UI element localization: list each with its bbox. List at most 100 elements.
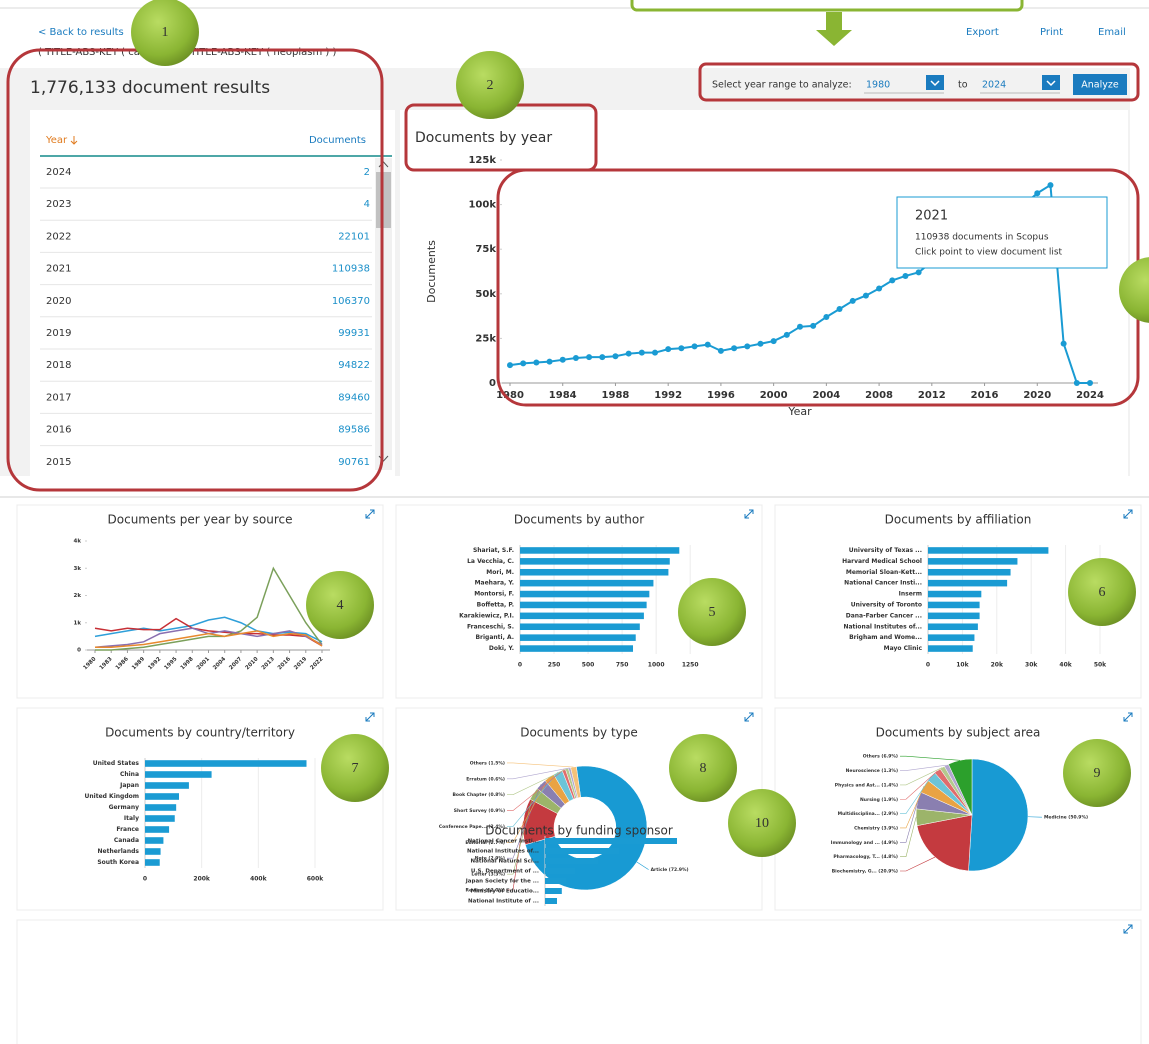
row-documents[interactable]: 89460 <box>338 392 370 403</box>
point[interactable] <box>797 323 803 330</box>
year-header[interactable]: Year <box>45 135 68 146</box>
bar[interactable] <box>928 623 978 631</box>
point[interactable] <box>876 285 883 292</box>
point[interactable] <box>823 313 830 320</box>
row-documents[interactable]: 89586 <box>338 425 370 436</box>
point[interactable] <box>572 355 579 362</box>
bar[interactable] <box>145 837 164 844</box>
bar[interactable] <box>520 601 647 609</box>
point[interactable] <box>810 322 817 329</box>
point[interactable] <box>533 359 540 366</box>
point[interactable] <box>586 354 593 361</box>
bar[interactable] <box>520 558 670 565</box>
point[interactable] <box>1034 190 1041 197</box>
bar[interactable] <box>928 645 973 652</box>
bar[interactable] <box>145 760 307 767</box>
point[interactable] <box>625 350 632 357</box>
row-documents[interactable]: 106370 <box>332 296 370 307</box>
back-link[interactable]: < Back to results <box>38 27 124 38</box>
bar[interactable] <box>520 623 640 631</box>
point[interactable] <box>678 345 685 352</box>
year-from[interactable]: 1980 <box>866 80 890 91</box>
bar[interactable] <box>145 793 179 800</box>
point[interactable] <box>652 349 658 356</box>
row-documents[interactable]: 110938 <box>332 264 370 275</box>
point[interactable] <box>889 277 896 284</box>
expand-icon[interactable] <box>1123 924 1133 934</box>
point[interactable] <box>836 305 843 312</box>
row-documents[interactable]: 22101 <box>338 231 370 242</box>
to-dropdown[interactable] <box>1042 75 1060 90</box>
row-documents[interactable]: 4 <box>364 199 370 210</box>
point[interactable] <box>1060 340 1067 347</box>
expand-icon[interactable] <box>744 712 754 722</box>
bar[interactable] <box>545 898 557 904</box>
point[interactable] <box>717 347 724 354</box>
point[interactable] <box>507 362 513 369</box>
point[interactable] <box>612 353 619 360</box>
point[interactable] <box>770 338 777 345</box>
point[interactable] <box>849 297 856 304</box>
bar[interactable] <box>520 645 634 652</box>
expand-icon[interactable] <box>744 509 754 519</box>
documents-header[interactable]: Documents <box>309 135 366 146</box>
bar[interactable] <box>928 568 1011 576</box>
email[interactable]: Email <box>1098 27 1126 38</box>
export[interactable]: Export <box>966 27 999 38</box>
point[interactable] <box>731 345 738 352</box>
point[interactable] <box>915 269 922 276</box>
expand-icon[interactable] <box>1123 509 1133 519</box>
point[interactable] <box>546 358 553 365</box>
point[interactable] <box>783 331 790 338</box>
analyze-button[interactable] <box>1073 74 1127 95</box>
year-to[interactable]: 2024 <box>982 80 1006 91</box>
point[interactable] <box>1087 379 1093 386</box>
bar[interactable] <box>545 868 576 874</box>
bar[interactable] <box>545 858 599 864</box>
bar[interactable] <box>145 815 175 822</box>
bar[interactable] <box>145 804 177 811</box>
expand-icon[interactable] <box>365 712 375 722</box>
slice[interactable] <box>948 758 973 816</box>
bar[interactable] <box>520 547 680 554</box>
point[interactable] <box>862 292 869 299</box>
point[interactable] <box>757 340 764 347</box>
row-documents[interactable]: 90761 <box>338 457 370 468</box>
bar[interactable] <box>545 848 620 854</box>
bar[interactable] <box>928 612 980 620</box>
bar[interactable] <box>928 579 1008 587</box>
point[interactable] <box>559 356 566 363</box>
point[interactable] <box>599 354 606 361</box>
point[interactable] <box>1047 182 1054 189</box>
bar[interactable] <box>928 590 982 598</box>
point[interactable] <box>744 343 751 350</box>
bar[interactable] <box>928 634 975 641</box>
analyze-label[interactable]: Analyze <box>1081 80 1119 91</box>
bar[interactable] <box>145 771 212 778</box>
bar[interactable] <box>520 568 669 576</box>
bar[interactable] <box>928 547 1049 554</box>
bar[interactable] <box>520 579 654 587</box>
point[interactable] <box>665 346 672 353</box>
bar[interactable] <box>520 612 644 620</box>
bar[interactable] <box>520 634 636 641</box>
bar[interactable] <box>145 848 161 855</box>
bar[interactable] <box>145 826 170 833</box>
point[interactable] <box>704 341 711 348</box>
row-documents[interactable]: 99931 <box>338 328 370 339</box>
bar[interactable] <box>545 888 562 894</box>
bar[interactable] <box>928 601 980 609</box>
from-dropdown[interactable] <box>926 75 944 90</box>
point[interactable] <box>520 360 527 367</box>
point[interactable] <box>638 349 645 356</box>
bar[interactable] <box>545 878 567 884</box>
print[interactable]: Print <box>1040 27 1063 38</box>
row-documents[interactable]: 94822 <box>338 360 370 371</box>
row-documents[interactable]: 2 <box>364 167 370 178</box>
point[interactable] <box>691 343 698 350</box>
point[interactable] <box>1073 379 1080 386</box>
expand-icon[interactable] <box>365 509 375 519</box>
expand-icon[interactable] <box>1123 712 1133 722</box>
bar[interactable] <box>928 558 1018 565</box>
bar[interactable] <box>145 859 160 866</box>
